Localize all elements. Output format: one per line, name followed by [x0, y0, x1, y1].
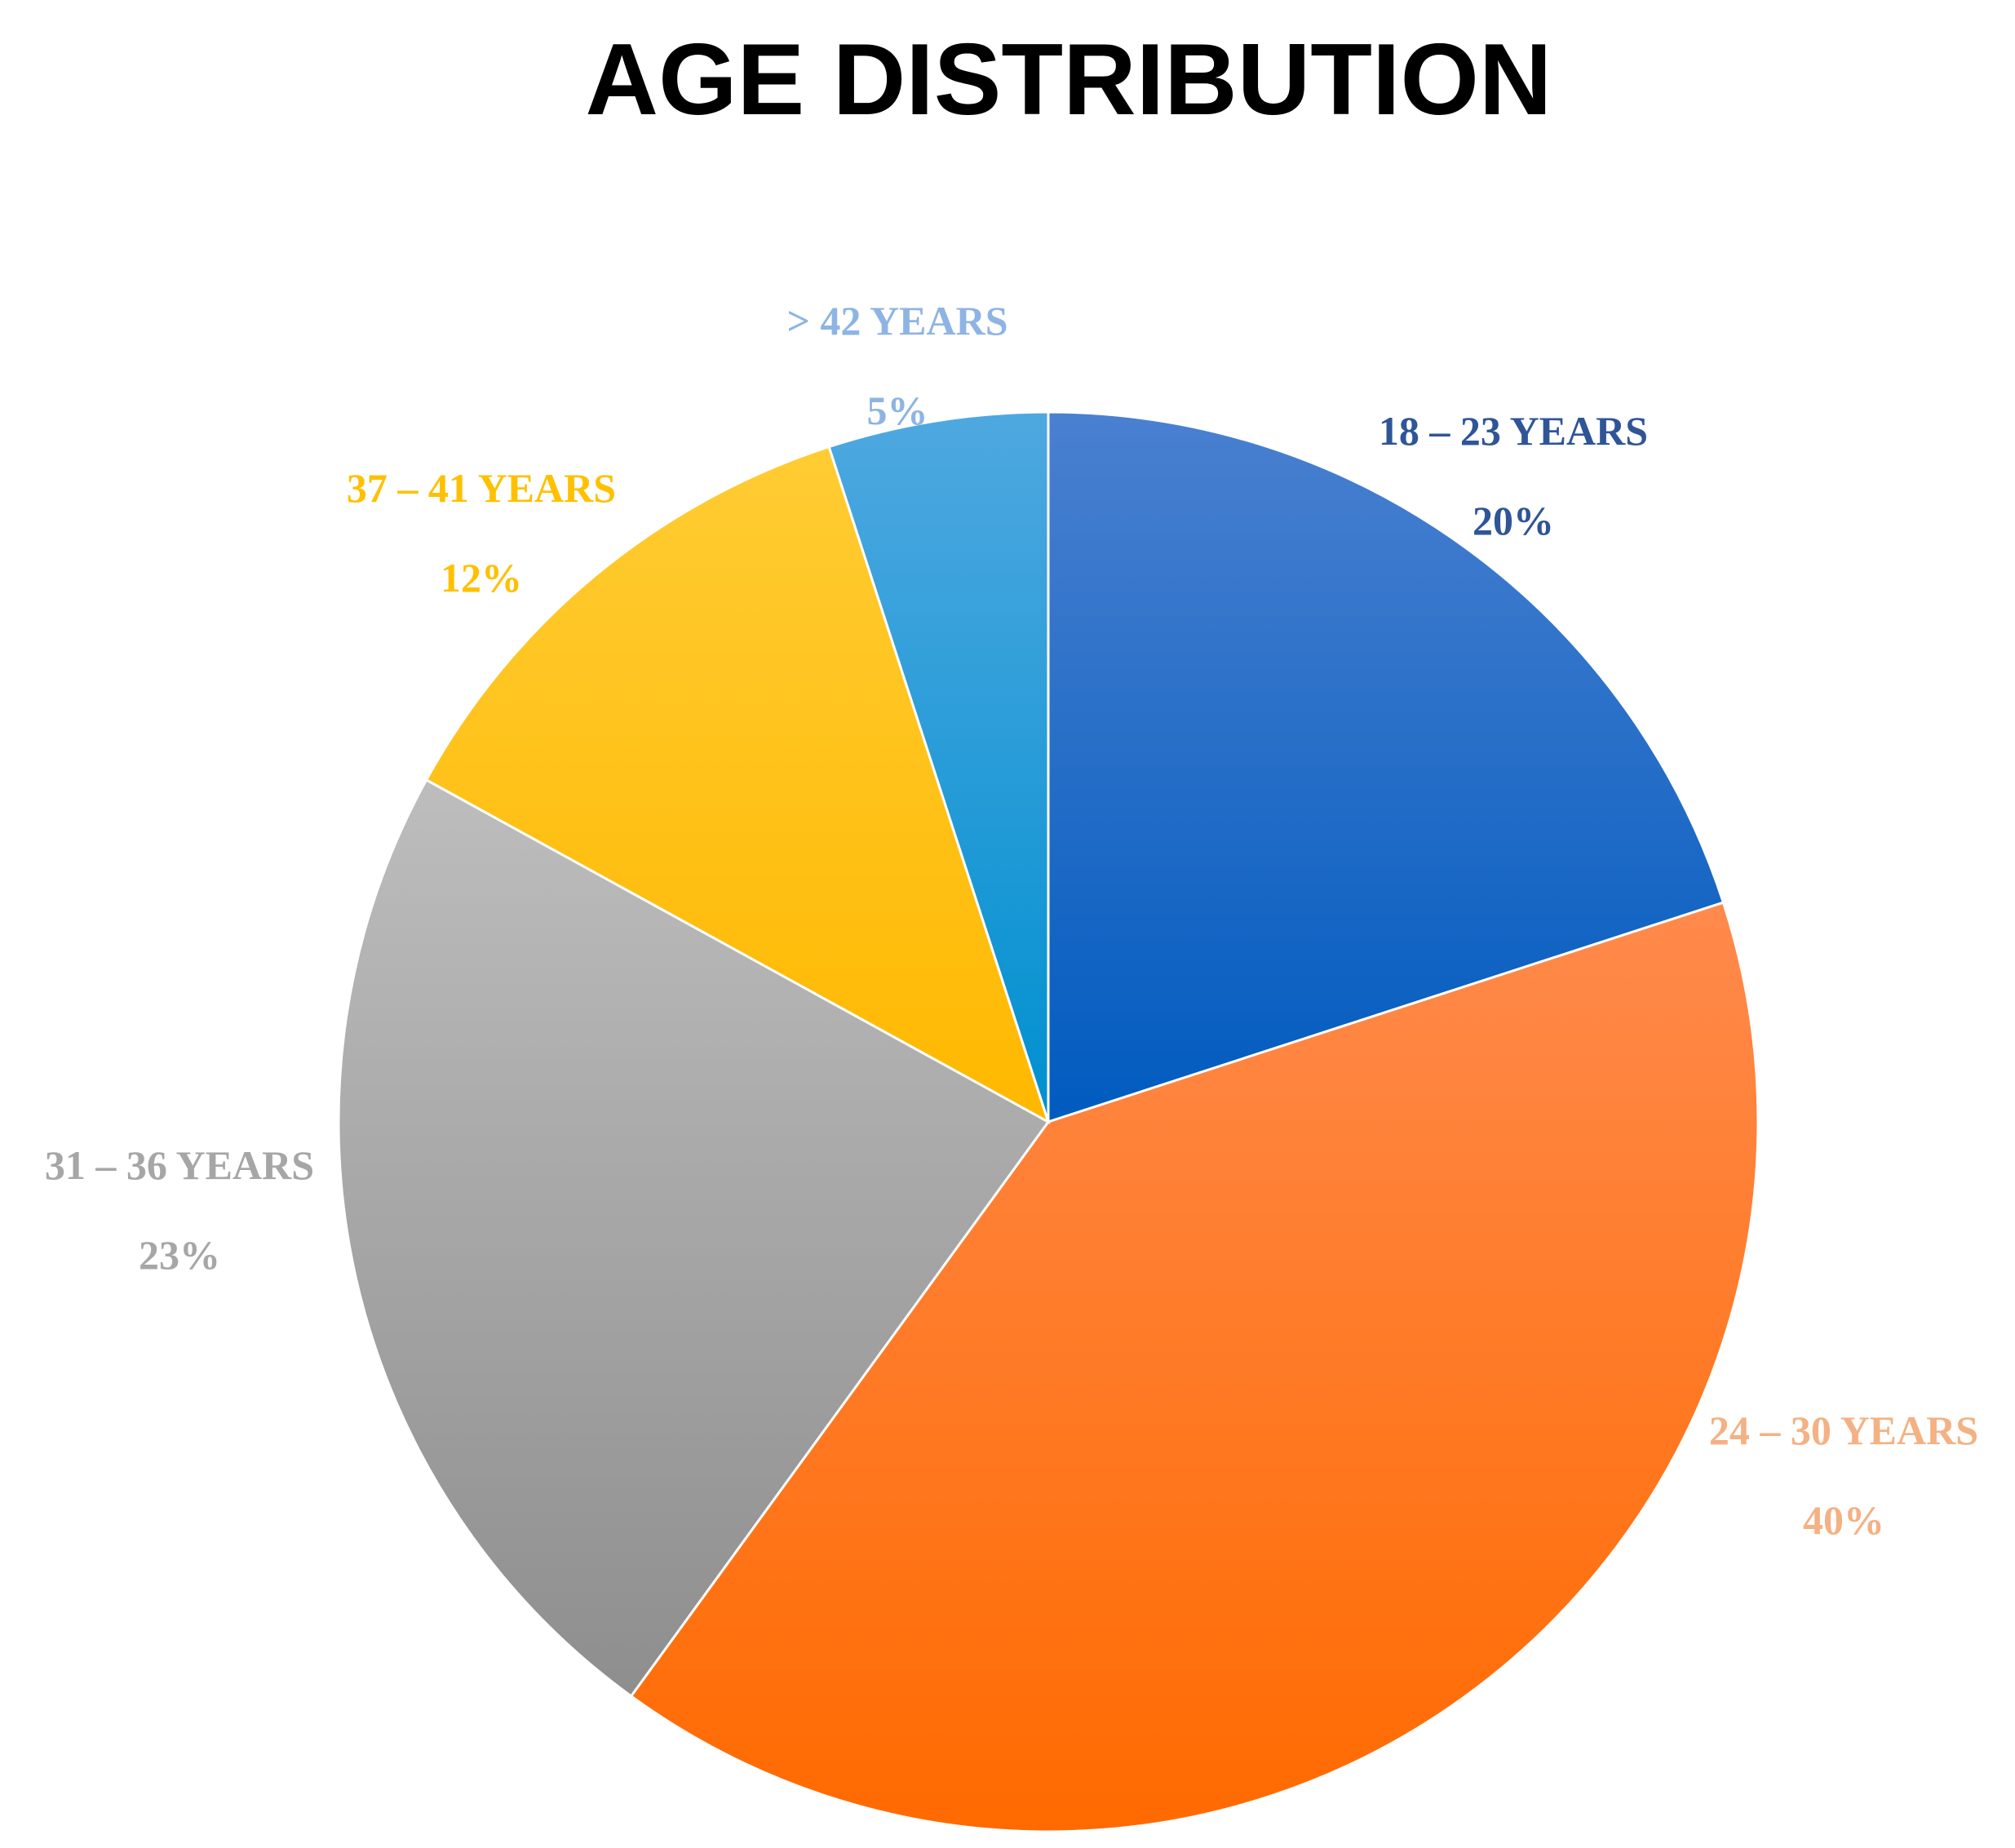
slice-category-label: 37 – 41 YEARS — [347, 465, 616, 511]
slice-value-label: 5% — [867, 388, 928, 433]
pie-slice-2 — [337, 778, 1051, 1698]
slice-value-label: 40% — [1803, 1497, 1884, 1543]
pie-slice-3 — [424, 445, 1051, 1125]
slice-category-label: > 42 YEARS — [786, 298, 1008, 343]
pie-slice-0 — [1047, 410, 1725, 1124]
slice-category-label: 31 – 36 YEARS — [45, 1142, 314, 1188]
slice-value-label: 20% — [1472, 498, 1554, 543]
slice-value-label: 23% — [139, 1232, 220, 1278]
slice-category-label: 18 – 23 YEARS — [1379, 408, 1648, 454]
slice-value-label: 12% — [441, 555, 522, 600]
pie-labels: 18 – 23 YEARS 20% 24 – 30 YEARS 40% 31 – 36 … — [45, 298, 1978, 1543]
pie-slices — [337, 410, 1760, 1833]
chart-title: AGE DISTRIBUTION — [586, 24, 1552, 136]
pie-slice-4 — [827, 410, 1050, 1123]
pie-slice-1 — [629, 901, 1760, 1833]
slice-category-label: 24 – 30 YEARS — [1709, 1407, 1978, 1453]
